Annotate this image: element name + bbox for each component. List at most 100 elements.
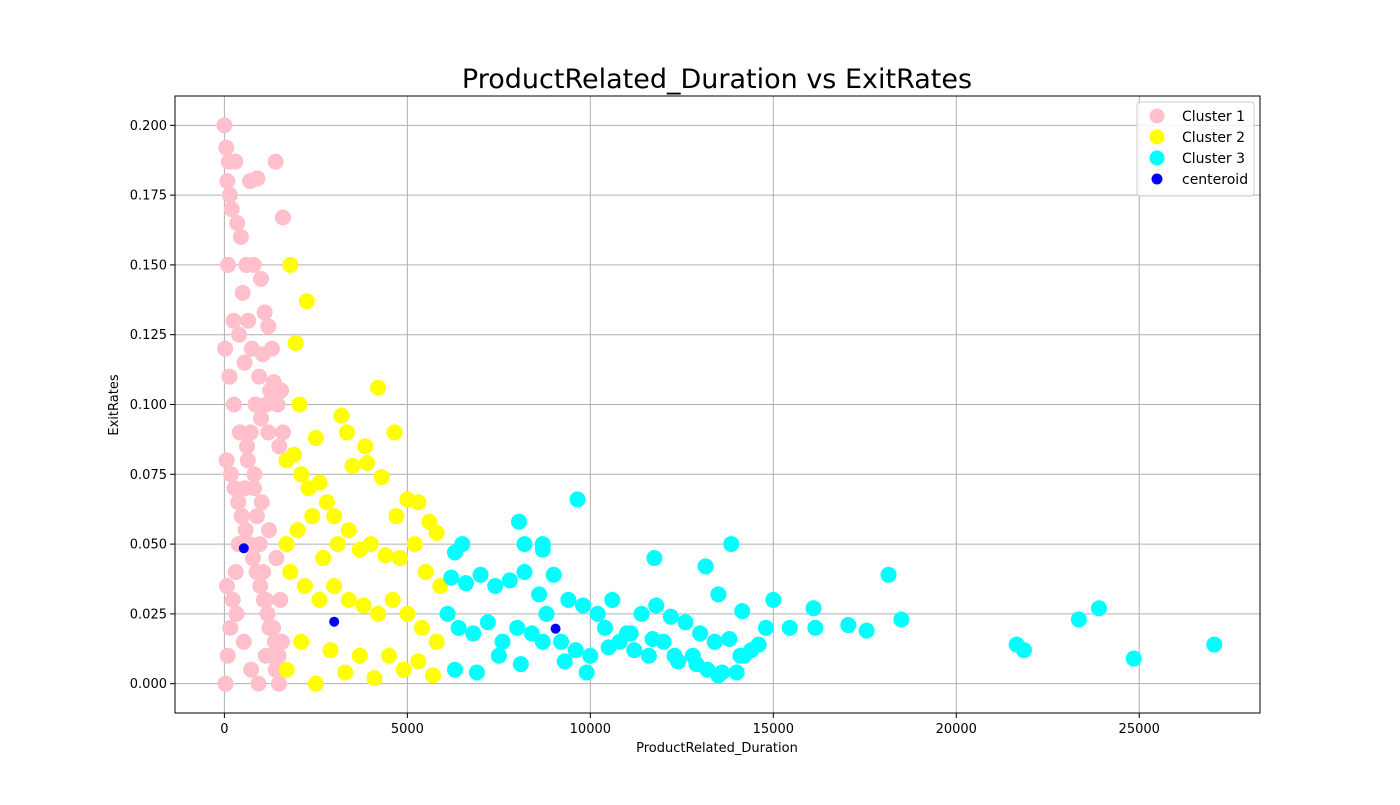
- cluster-1-point: [219, 647, 236, 664]
- cluster-2-point: [282, 256, 299, 273]
- cluster-3-point: [710, 667, 727, 684]
- cluster-2-point: [278, 661, 295, 678]
- cluster-3-point: [516, 564, 533, 581]
- cluster-3-point: [781, 619, 798, 636]
- cluster-1-point: [256, 304, 273, 321]
- centroid-point: [329, 616, 340, 627]
- cluster-1-point: [225, 312, 242, 329]
- y-tick-label: 0.050: [130, 538, 167, 553]
- cluster-1-point: [239, 452, 256, 469]
- chart-title: ProductRelated_Duration vs ExitRates: [462, 64, 972, 95]
- cluster-1-point: [217, 675, 234, 692]
- x-tick-label: 5000: [391, 722, 424, 737]
- cluster-1-point: [247, 396, 264, 413]
- cluster-3-point: [582, 647, 599, 664]
- y-tick-label: 0.125: [130, 328, 167, 343]
- y-axis-label: ExitRates: [107, 374, 122, 435]
- cluster-1-point: [218, 577, 235, 594]
- cluster-1-point: [237, 522, 254, 539]
- cluster-3-point: [880, 566, 897, 583]
- cluster-1-point: [244, 550, 261, 567]
- cluster-1-point: [274, 424, 291, 441]
- cluster-1-point: [265, 619, 282, 636]
- cluster-3-point: [487, 577, 504, 594]
- x-tick-label: 25000: [1119, 722, 1160, 737]
- cluster-3-point: [578, 664, 595, 681]
- cluster-3-point: [443, 569, 460, 586]
- cluster-3-point: [457, 575, 474, 592]
- cluster-1-point: [260, 318, 277, 335]
- cluster-3-point: [757, 619, 774, 636]
- cluster-3-point: [732, 647, 749, 664]
- cluster-2-point: [366, 670, 383, 687]
- series-cluster-3: [439, 491, 1223, 684]
- x-tick-label: 0: [220, 722, 228, 737]
- cluster-1-point: [252, 577, 269, 594]
- cluster-3-point: [710, 586, 727, 603]
- cluster-1-point: [251, 536, 268, 553]
- cluster-2-point: [298, 293, 315, 310]
- cluster-1-point: [268, 550, 285, 567]
- axis-ticks: 0 5000 10000 15000 20000 25000 0.000 0.025 0.050…: [130, 119, 1160, 737]
- cluster-3-point: [600, 639, 617, 656]
- cluster-2-point: [359, 455, 376, 472]
- cluster-3-point: [807, 619, 824, 636]
- y-tick-label: 0.150: [130, 258, 167, 273]
- x-tick-label: 15000: [753, 722, 794, 737]
- cluster-2-point: [386, 424, 403, 441]
- cluster-3-point: [721, 631, 738, 648]
- cluster-1-point: [233, 508, 250, 525]
- cluster-1-point: [218, 452, 235, 469]
- cluster-3-point: [538, 605, 555, 622]
- cluster-2-point: [370, 605, 387, 622]
- cluster-2-point: [285, 446, 302, 463]
- cluster-2-point: [428, 524, 445, 541]
- cluster-1-point: [222, 466, 239, 483]
- cluster-2-point: [296, 577, 313, 594]
- cluster-1-point: [246, 466, 263, 483]
- cluster-1-point: [235, 633, 252, 650]
- cluster-2-point: [357, 438, 374, 455]
- cluster-3-point: [626, 642, 643, 659]
- cluster-1-point: [261, 522, 278, 539]
- cluster-2-point: [311, 474, 328, 491]
- cluster-3-point: [569, 491, 586, 508]
- cluster-1-point: [230, 494, 247, 511]
- cluster-2-point: [424, 667, 441, 684]
- cluster-2-point: [351, 647, 368, 664]
- cluster-2-point: [282, 564, 299, 581]
- cluster-3-point: [523, 625, 540, 642]
- cluster-2-point: [414, 619, 431, 636]
- cluster-3-point: [646, 550, 663, 567]
- cluster-3-point: [450, 619, 467, 636]
- cluster-3-point: [734, 603, 751, 620]
- cluster-3-point: [692, 625, 709, 642]
- cluster-1-point: [231, 424, 248, 441]
- cluster-3-point: [1015, 642, 1032, 659]
- cluster-2-point: [289, 522, 306, 539]
- cluster-1-point: [218, 139, 235, 156]
- cluster-2-point: [399, 605, 416, 622]
- cluster-2-point: [307, 675, 324, 692]
- cluster-2-point: [388, 508, 405, 525]
- cluster-1-point: [252, 410, 269, 427]
- cluster-3-point: [553, 633, 570, 650]
- cluster-2-point: [432, 577, 449, 594]
- cluster-3-point: [633, 605, 650, 622]
- cluster-1-point: [267, 153, 284, 170]
- y-tick-label: 0.075: [130, 468, 167, 483]
- cluster-1-point: [270, 675, 287, 692]
- cluster-1-point: [259, 605, 276, 622]
- cluster-3-point: [531, 586, 548, 603]
- cluster-3-point: [575, 597, 592, 614]
- cluster-3-point: [840, 617, 857, 634]
- cluster-1-point: [223, 201, 240, 218]
- series-cluster-1: [216, 117, 291, 692]
- cluster-3-point: [479, 614, 496, 631]
- cluster-3-point: [765, 591, 782, 608]
- cluster-1-point: [253, 494, 270, 511]
- cluster-1-point: [267, 661, 284, 678]
- cluster-1-point: [257, 647, 274, 664]
- cluster-1-point: [254, 346, 271, 363]
- cluster-2-point: [315, 550, 332, 567]
